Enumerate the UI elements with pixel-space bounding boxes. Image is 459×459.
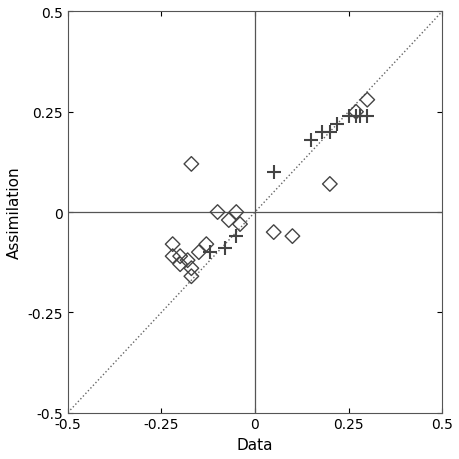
Point <box>236 221 243 228</box>
X-axis label: Data: Data <box>236 437 273 452</box>
Point <box>325 181 333 188</box>
Point <box>168 253 176 260</box>
Point <box>206 249 213 256</box>
Point <box>269 169 277 176</box>
Point <box>344 113 352 120</box>
Point <box>232 233 240 240</box>
Point <box>176 253 184 260</box>
Point <box>352 113 359 120</box>
Point <box>355 113 363 120</box>
Point <box>333 121 340 128</box>
Point <box>187 273 195 280</box>
Point <box>187 161 195 168</box>
Point <box>213 209 221 216</box>
Point <box>325 129 333 136</box>
Point <box>202 241 210 248</box>
Point <box>221 245 228 252</box>
Point <box>363 97 370 104</box>
Point <box>232 209 240 216</box>
Point <box>318 129 325 136</box>
Point <box>176 261 184 269</box>
Point <box>184 257 191 264</box>
Point <box>224 217 232 224</box>
Y-axis label: Assimilation: Assimilation <box>7 166 22 259</box>
Point <box>269 229 277 236</box>
Point <box>307 137 314 144</box>
Point <box>363 113 370 120</box>
Point <box>168 241 176 248</box>
Point <box>288 233 296 240</box>
Point <box>195 249 202 256</box>
Point <box>352 109 359 116</box>
Point <box>187 265 195 272</box>
